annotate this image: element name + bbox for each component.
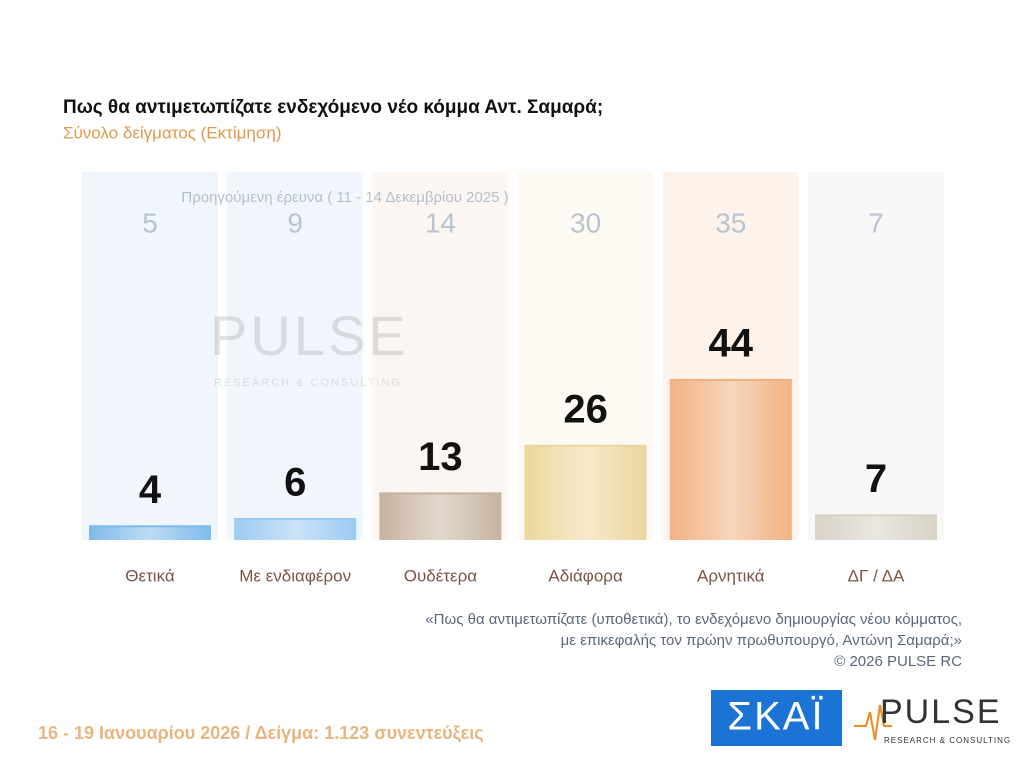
bar-edge	[669, 378, 792, 381]
value-label: 4	[139, 468, 162, 512]
bars: 5 Θετικά 4 9 Με ενδιαφέρον 6 14 Ουδέτερα 13 30 Αδι…	[89, 207, 937, 585]
column-panel	[808, 172, 944, 540]
category-label: Με ενδιαφέρον	[239, 566, 351, 585]
bar-edge	[815, 514, 937, 517]
value-label: 26	[563, 387, 608, 431]
survey-info: 16 - 19 Ιανουαρίου 2026 / Δείγμα: 1.123 …	[38, 723, 484, 744]
bar	[815, 514, 937, 540]
bar-edge	[234, 518, 357, 521]
skai-logo: ΣΚΑΪ	[727, 695, 824, 739]
category-label: Ουδέτερα	[404, 566, 478, 585]
bar-edge	[524, 444, 647, 447]
previous-label: Προηγούμενη έρευνα ( 11 - 14 Δεκεμβρίου …	[181, 189, 508, 206]
category-label: Αδιάφορα	[548, 566, 623, 585]
category-label: Θετικά	[125, 566, 175, 585]
watermark-text: PULSE	[210, 304, 409, 367]
column-panel	[82, 172, 218, 540]
footnote: «Πως θα αντιμετωπίζατε (υποθετικά), το ε…	[425, 611, 962, 628]
column-panel	[372, 172, 509, 540]
pulse-logo-sub: RESEARCH & CONSULTING	[884, 736, 1011, 745]
watermark-sub: RESEARCH & CONSULTING	[214, 377, 402, 389]
previous-value: 30	[570, 207, 601, 238]
footnote: © 2026 PULSE RC	[834, 653, 962, 670]
bar	[379, 492, 502, 540]
skai-logo-box	[711, 690, 842, 746]
value-label: 7	[865, 457, 887, 501]
chart-subtitle: Σύνολο δείγματος (Εκτίμηση)	[63, 123, 282, 142]
bar-edge	[379, 492, 502, 495]
pulse-logo-wave	[854, 704, 892, 741]
previous-value: 7	[868, 207, 884, 238]
value-label: 44	[709, 322, 754, 366]
value-label: 6	[284, 461, 306, 505]
bar-edge	[89, 525, 211, 528]
watermark: PULSE RESEARCH & CONSULTING	[210, 304, 409, 389]
previous-value: 9	[287, 207, 303, 238]
category-label: ΔΓ / ΔΑ	[848, 566, 905, 585]
bar	[234, 518, 357, 540]
value-label: 13	[418, 435, 463, 479]
bar	[524, 444, 647, 540]
chart-title: Πως θα αντιμετωπίζατε ενδεχόμενο νέο κόμ…	[63, 97, 603, 118]
previous-value: 35	[715, 207, 746, 238]
category-label: Αρνητικά	[697, 566, 765, 585]
footnote: με επικεφαλής τον πρώην πρωθυπουργό, Αντ…	[561, 632, 962, 649]
column-panel	[227, 172, 364, 540]
pulse-logo: PULSE	[880, 693, 1002, 731]
previous-value: 14	[425, 207, 456, 238]
bar	[89, 525, 211, 540]
previous-value: 5	[142, 207, 158, 238]
bar	[669, 378, 792, 540]
